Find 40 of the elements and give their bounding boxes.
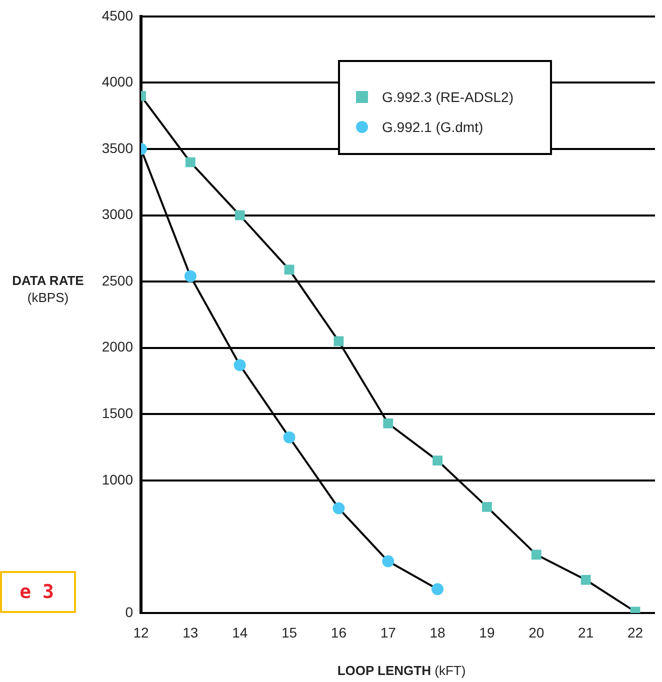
x-tick-label: 16 — [330, 624, 347, 640]
point — [283, 431, 296, 444]
y-tick-label: 3500 — [102, 140, 134, 156]
x-axis-title: LOOP LENGTH (kFT) — [336, 663, 467, 678]
point — [580, 574, 591, 585]
point — [332, 502, 345, 514]
point — [432, 456, 442, 466]
y-tick-label: 4500 — [102, 7, 134, 24]
x-tick-label: 12 — [133, 624, 149, 640]
point — [383, 418, 394, 428]
y-axis-title: DATA RATE (kBPS) — [11, 272, 85, 306]
y-tick-label: 3000 — [102, 206, 134, 222]
point — [234, 359, 246, 372]
point — [334, 336, 344, 346]
y-tick-label: 1000 — [102, 471, 134, 488]
text: e 3 — [0, 571, 76, 613]
x-tick-label: 21 — [578, 624, 594, 640]
y-tick-label: 4000 — [102, 74, 134, 90]
x-tick-label: 18 — [430, 624, 446, 640]
point — [531, 550, 542, 560]
x-tick-label: 19 — [479, 624, 495, 640]
y-tick-label: 0 — [125, 604, 134, 620]
point — [382, 555, 394, 568]
y-tick-label: 2000 — [102, 338, 134, 355]
point — [185, 157, 196, 168]
legend-label: G.992.1 (G.dmt) — [382, 119, 484, 135]
x-tick-label: 20 — [528, 624, 544, 640]
point — [432, 583, 444, 596]
x-tick-label: 13 — [182, 624, 198, 640]
x-tick-label: 14 — [232, 624, 248, 640]
point — [234, 210, 245, 220]
x-tick-label: 22 — [627, 624, 644, 640]
x-tick-label: 17 — [380, 624, 396, 640]
point — [184, 270, 196, 282]
legend-label: G.992.3 (RE-ADSL2) — [382, 89, 514, 105]
x-tick-label: 15 — [281, 624, 298, 640]
y-tick-label: 2500 — [102, 272, 134, 288]
y-tick-label: 1500 — [102, 404, 134, 421]
point — [284, 264, 294, 275]
point — [482, 502, 492, 512]
